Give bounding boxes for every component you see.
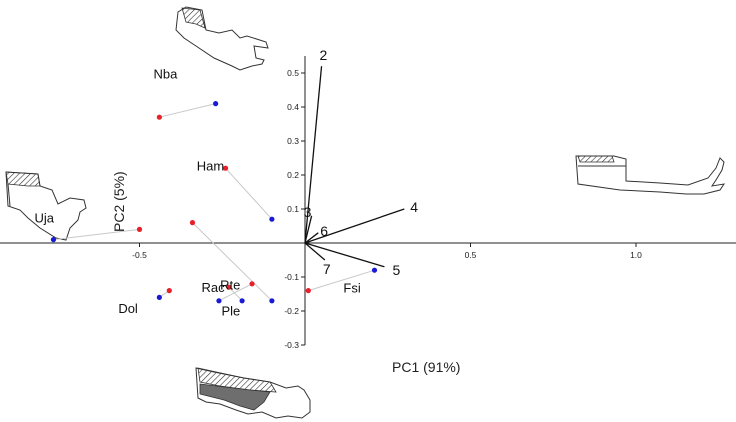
- point-blue-uja: [50, 237, 57, 243]
- connector-rac: [228, 286, 243, 302]
- loading-vector-7: [304, 242, 326, 261]
- x-tick-label: -0.5: [132, 250, 147, 260]
- label-dol: Dol: [118, 301, 138, 316]
- point-red-fsi: [305, 288, 311, 294]
- y-tick-label: 0.4: [287, 102, 299, 112]
- label-ham: Ham: [197, 159, 224, 174]
- mandible-top-icon: [175, 6, 269, 71]
- group-connectors: [53, 103, 375, 302]
- loading-label-7: 7: [323, 261, 331, 277]
- y-tick-label: 0.2: [287, 170, 299, 180]
- axis-ticks: -1.0-0.50.51.01.52.02.5-0.3-0.2-0.10.10.…: [132, 68, 642, 350]
- y-axis-title: PC2 (5%): [111, 171, 127, 232]
- y-tick-label: -0.1: [284, 272, 299, 282]
- connector-ham: [225, 167, 273, 220]
- mandible-bottom-icon: [195, 367, 311, 419]
- label-rac: Rac: [201, 280, 225, 295]
- mandible-left-icon: [5, 171, 87, 241]
- axes: [0, 56, 736, 345]
- label-ple: Ple: [221, 303, 240, 318]
- loading-vectors: 2 3 4 5 6 7: [304, 47, 419, 278]
- connector-uja: [53, 228, 140, 241]
- point-red-dol: [166, 288, 172, 294]
- loading-label-5: 5: [392, 262, 400, 278]
- point-red-ham: [222, 165, 229, 171]
- loading-vector-3: [304, 215, 313, 244]
- label-nba: Nba: [153, 66, 178, 81]
- point-red-rac: [226, 284, 232, 290]
- x-tick-label: 1.0: [630, 250, 642, 260]
- y-tick-label: -0.3: [284, 340, 299, 350]
- label-fsi: Fsi: [343, 280, 360, 295]
- y-tick-label: 0.3: [287, 136, 299, 146]
- y-tick-label: 0.5: [287, 68, 299, 78]
- connector-fsi: [308, 269, 375, 292]
- loading-vector-6: [304, 232, 319, 244]
- point-red-rte: [189, 220, 196, 226]
- connector-ple: [218, 283, 253, 302]
- loading-label-3: 3: [304, 204, 312, 220]
- connector-rte: [192, 222, 273, 302]
- loading-vector-4: [304, 208, 405, 244]
- loading-vector-2: [304, 66, 323, 244]
- point-blue-dol: [156, 294, 162, 300]
- point-red-nba: [156, 114, 162, 120]
- connector-nba: [159, 103, 216, 118]
- point-red-uja: [136, 226, 143, 232]
- loading-label-6: 6: [320, 223, 328, 239]
- loading-label-2: 2: [320, 47, 328, 63]
- x-tick-label: 0.5: [465, 250, 477, 260]
- loading-vector-5: [304, 242, 385, 268]
- label-uja: Uja: [34, 211, 54, 226]
- point-blue-nba: [213, 101, 219, 107]
- label-rte: Rte: [220, 278, 240, 293]
- loading-label-4: 4: [410, 199, 418, 215]
- point-blue-ple: [216, 298, 222, 304]
- point-blue-fsi: [371, 267, 378, 273]
- y-tick-label: -0.2: [284, 306, 299, 316]
- point-blue-ham: [269, 216, 275, 222]
- x-axis-title: PC1 (91%): [392, 359, 460, 375]
- score-points: [50, 101, 378, 304]
- mandible-right-icon: [575, 155, 726, 195]
- y-tick-label: 0.1: [287, 204, 299, 214]
- point-blue-rac: [239, 298, 245, 304]
- point-blue-rte: [269, 298, 275, 304]
- point-labels: NbaHamUjaRteRacDolPleFsiGmi: [34, 66, 360, 318]
- point-red-ple: [249, 281, 255, 287]
